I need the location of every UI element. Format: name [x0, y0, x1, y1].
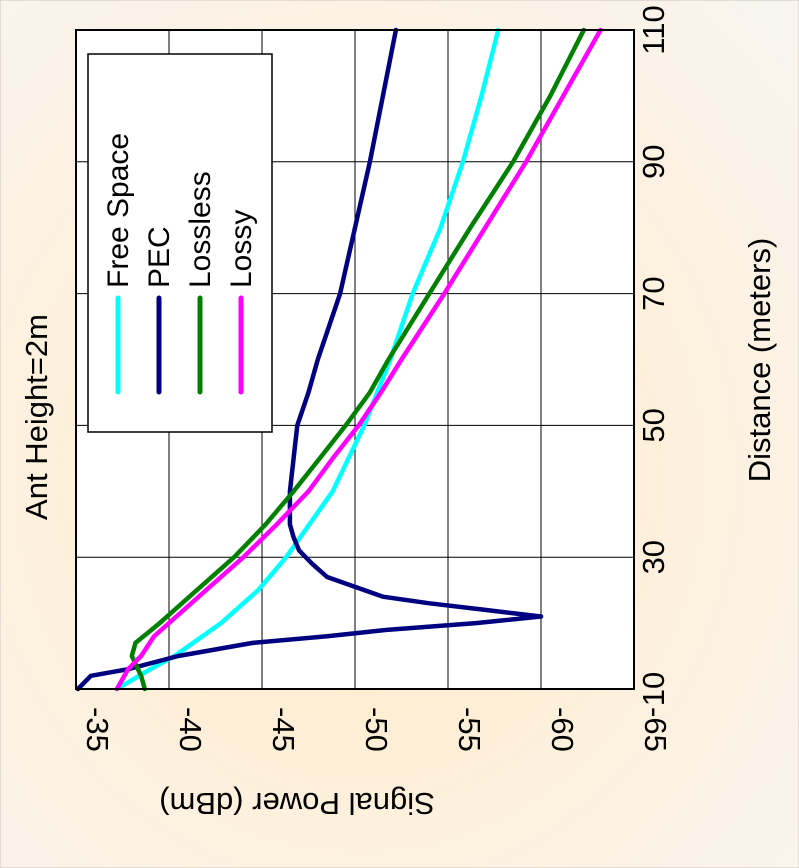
x-tick-label: 110	[636, 5, 671, 54]
legend: Free Space PEC Lossless Lossy	[87, 53, 273, 433]
legend-label-lossy: Lossy	[225, 210, 258, 288]
y-tick-labels: -35 -40 -45 -50 -55 -60 -65	[80, 707, 673, 752]
y-tick-label: -55	[452, 707, 487, 752]
y-tick-label: -35	[80, 707, 115, 752]
x-tick-labels: 10 30 50 70 90 110	[636, 5, 671, 706]
x-axis-label: Distance (meters)	[742, 238, 777, 483]
series-layer	[75, 27, 603, 692]
x-tick-label: 70	[636, 276, 671, 310]
series-line-free-space	[114, 27, 501, 692]
x-tick-label: 90	[636, 145, 671, 179]
plot-frame	[75, 29, 635, 690]
y-axis-label: Signal Power (dBm)	[159, 786, 435, 821]
y-tick-label: -40	[173, 707, 208, 752]
y-tick-label: -50	[359, 707, 394, 752]
series-line-lossless	[129, 27, 587, 692]
y-tick-label: -45	[266, 707, 301, 752]
series-line-pec	[75, 27, 544, 692]
chart-title: Ant Height=2m	[19, 314, 54, 520]
x-tick-label: 50	[636, 408, 671, 442]
y-tick-label: -65	[638, 707, 673, 752]
x-tick-label: 10	[636, 672, 671, 706]
x-tick-label: 30	[636, 540, 671, 574]
y-tick-label: -60	[545, 707, 580, 752]
legend-label-pec: PEC	[143, 226, 176, 288]
series-line-lossy	[114, 27, 603, 692]
legend-label-free-space: Free Space	[102, 133, 135, 288]
legend-label-lossless: Lossless	[184, 171, 217, 288]
